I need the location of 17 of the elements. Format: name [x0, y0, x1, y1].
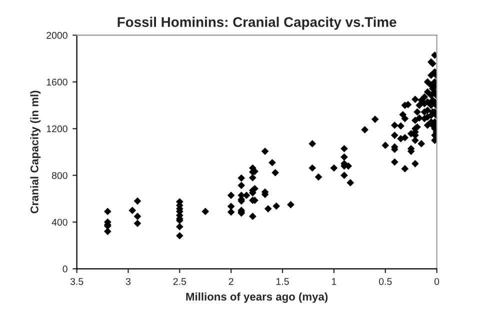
chart-title: Fossil Hominins: Cranial Capacity vs.Time: [118, 16, 396, 30]
x-tick-label: 0: [434, 278, 440, 285]
x-tick-label: 3: [126, 278, 131, 285]
x-tick-label: 2: [228, 278, 234, 285]
x-axis-title: Millions of years ago (mya): [186, 292, 328, 303]
y-axis-title: Cranial Capacity (in ml): [30, 90, 41, 214]
x-tick-label: 1.5: [276, 278, 289, 285]
y-tick-label: 400: [52, 218, 68, 226]
x-tick-label: 2.5: [173, 278, 186, 285]
y-tick-label: 1200: [46, 125, 68, 132]
y-tick-label: 2000: [46, 32, 68, 39]
x-tick-label: 3.5: [70, 278, 84, 285]
y-tick-label: 1600: [46, 78, 68, 86]
y-tick-label: 0: [62, 266, 68, 272]
x-tick-label: 0.5: [378, 278, 392, 285]
y-tick-label: 800: [52, 172, 68, 179]
x-tick-label: 1: [332, 278, 336, 285]
